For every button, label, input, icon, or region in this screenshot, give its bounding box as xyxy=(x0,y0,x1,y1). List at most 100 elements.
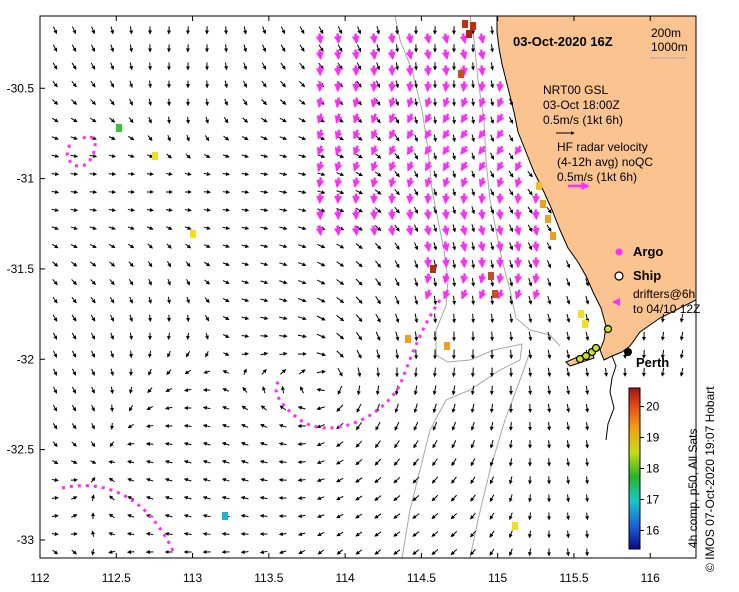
nrt-arrow xyxy=(414,62,419,71)
sst-patches xyxy=(116,20,588,530)
nrt-arrow xyxy=(489,494,495,502)
hf-arrow xyxy=(424,161,433,172)
hf-arrow xyxy=(388,113,397,124)
hf-arrow xyxy=(388,97,397,108)
nrt-arrow xyxy=(90,314,96,322)
nrt-arrow xyxy=(414,313,419,324)
nrt-arrow xyxy=(470,421,475,431)
nrt-arrow xyxy=(470,367,475,378)
hf-arrow xyxy=(477,65,486,77)
nrt-arrow xyxy=(242,117,249,123)
nrt-arrow xyxy=(71,514,78,518)
nrt-arrow xyxy=(51,172,60,177)
nrt-arrow xyxy=(222,262,230,266)
nrt-arrow xyxy=(52,26,58,35)
nrt-arrow xyxy=(316,496,325,501)
hf-arrow xyxy=(442,145,451,156)
nrt-arrow xyxy=(202,441,211,446)
x-tick-label: 115 xyxy=(488,571,507,585)
nrt-arrow xyxy=(91,422,95,430)
nrt-arrow xyxy=(297,334,307,339)
nrt-arrow xyxy=(452,224,457,233)
nrt-arrow xyxy=(297,298,307,303)
y-tick-label: -32 xyxy=(17,352,35,366)
nrt-arrow xyxy=(509,242,514,251)
nrt-arrow xyxy=(528,367,533,378)
nrt-arrow xyxy=(240,550,249,555)
nrt-arrow xyxy=(260,351,269,356)
hf-arrow xyxy=(513,257,522,269)
nrt-arrow xyxy=(547,349,552,359)
nrt-arrow xyxy=(508,494,513,503)
hf-arrow xyxy=(460,273,469,285)
sst-cell xyxy=(405,335,411,343)
nrt-arrow xyxy=(71,496,78,500)
nrt-arrow xyxy=(414,80,419,89)
nrt-arrow xyxy=(222,388,230,392)
nrt-arrow xyxy=(298,154,307,159)
nrt-arrow xyxy=(183,459,192,464)
nrt-arrow xyxy=(509,260,514,269)
nrt-arrow xyxy=(394,278,400,287)
nrt-arrow xyxy=(70,226,78,230)
nrt-arrow xyxy=(355,332,363,341)
nrt-arrow xyxy=(71,549,77,555)
sst-cell xyxy=(578,310,584,318)
nrt-arrow xyxy=(414,331,419,342)
nrt-arrow xyxy=(224,80,229,89)
nrt-arrow xyxy=(413,170,419,178)
nrt-arrow xyxy=(109,99,115,106)
nrt-arrow xyxy=(337,44,343,53)
nrt-arrow xyxy=(186,314,190,322)
nrt-arrow xyxy=(316,406,325,411)
nrt-arrow xyxy=(336,459,344,465)
nrt-arrow xyxy=(566,367,571,377)
nrt-arrow xyxy=(585,548,590,557)
hf-arrow xyxy=(460,81,469,93)
hf-arrow xyxy=(334,129,343,140)
nrt-arrow xyxy=(431,531,439,537)
y-tick-label: -30.5 xyxy=(7,81,35,95)
nrt-arrow xyxy=(259,459,268,464)
hf-arrow xyxy=(532,273,541,285)
nrt-arrow xyxy=(51,208,60,212)
nrt-arrow xyxy=(259,513,268,518)
hf-arrow xyxy=(406,193,415,205)
hf-arrow xyxy=(405,65,414,77)
nrt-arrow xyxy=(262,44,267,53)
nrt-arrow xyxy=(431,513,439,520)
nrt-arrow xyxy=(432,385,437,396)
hf-arrow xyxy=(496,193,505,205)
nrt-arrow xyxy=(128,261,134,267)
nrt-arrow xyxy=(393,513,401,519)
nrt-arrow xyxy=(70,261,78,267)
hf-arrow xyxy=(387,49,396,61)
nrt-arrow xyxy=(221,531,230,536)
nrt-arrow xyxy=(203,226,211,230)
nrt-arrow xyxy=(279,172,288,177)
nrt-arrow xyxy=(52,314,58,322)
nrt-arrow xyxy=(279,117,287,123)
nrt-arrow xyxy=(183,531,192,536)
nrt-arrow xyxy=(223,117,229,124)
nrt-arrow xyxy=(146,226,154,230)
nrt-arrow xyxy=(471,313,476,324)
nrt-arrow xyxy=(204,279,211,285)
nrt-arrow xyxy=(452,259,457,269)
nrt-arrow xyxy=(413,440,419,449)
hf-arrow xyxy=(423,257,432,269)
nrt-arrow xyxy=(148,314,152,323)
nrt-arrow xyxy=(452,277,457,287)
drifter-legend-marker xyxy=(612,298,620,306)
nrt-arrow xyxy=(394,242,400,250)
nrt-arrow xyxy=(451,367,456,378)
nrt-arrow xyxy=(356,385,361,396)
nrt-arrow xyxy=(70,136,78,140)
nrt-arrow xyxy=(300,386,304,394)
nrt-arrow xyxy=(205,98,209,107)
nrt-arrow xyxy=(356,349,362,359)
nrt-arrow xyxy=(164,531,173,536)
nrt-arrow xyxy=(146,478,154,482)
nrt-arrow xyxy=(585,530,590,539)
nrt-arrow xyxy=(355,513,363,519)
